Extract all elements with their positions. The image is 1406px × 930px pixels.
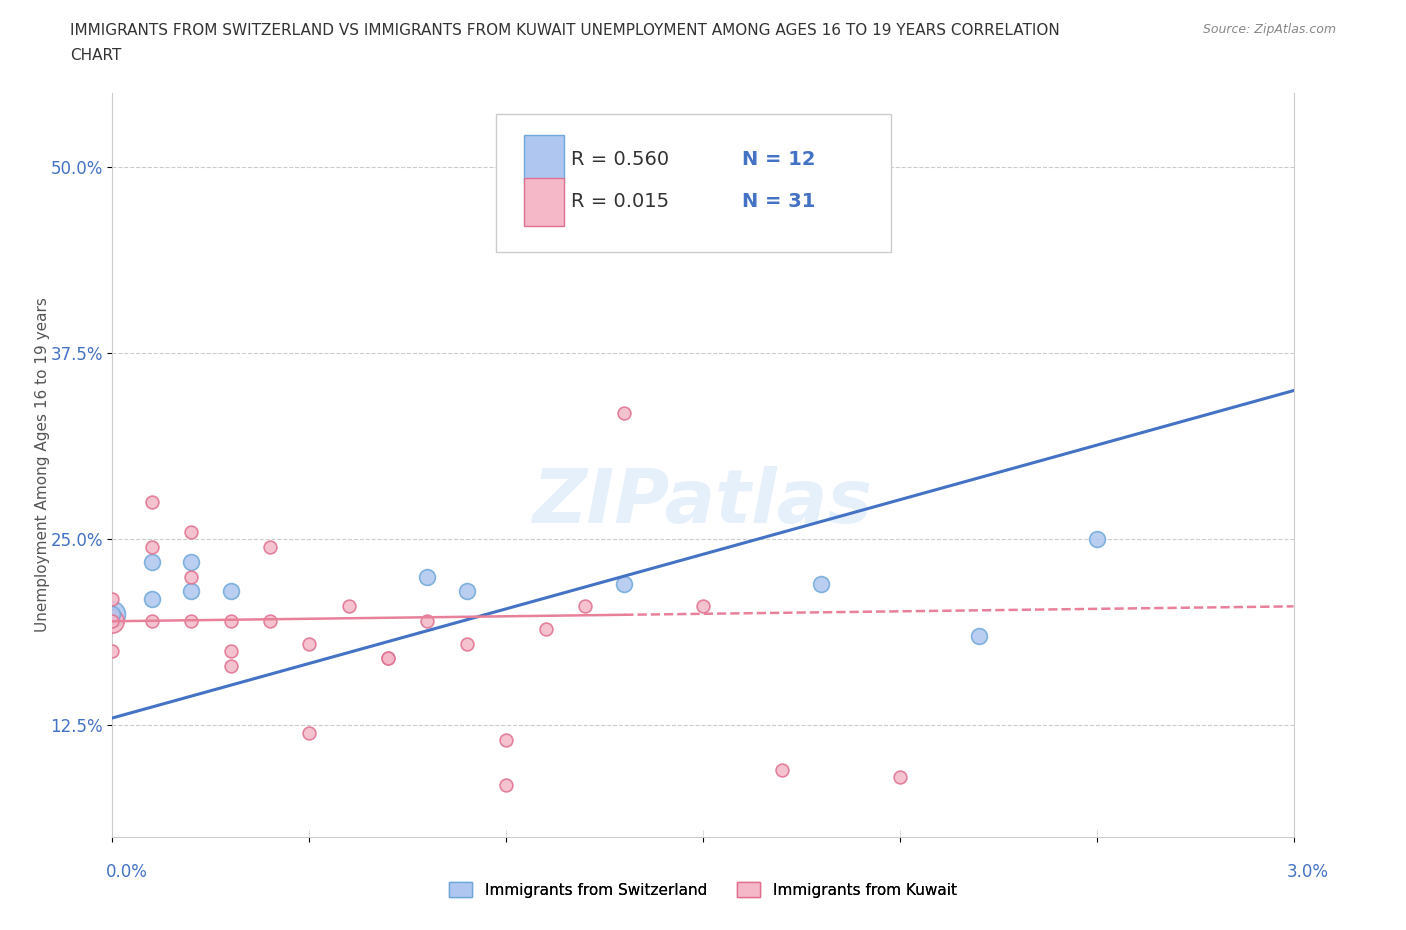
Point (337, 599, 360, 614)
Text: 3.0%: 3.0% (1286, 863, 1329, 882)
Legend: Immigrants from Switzerland, Immigrants from Kuwait: Immigrants from Switzerland, Immigrants … (443, 875, 963, 904)
Point (456, 636, 478, 651)
Text: N = 12: N = 12 (742, 150, 815, 168)
Point (180, 584, 202, 599)
Point (810, 577, 832, 591)
Point (259, 539, 281, 554)
Point (613, 405, 636, 420)
Point (416, 614, 439, 629)
Point (101, 591, 124, 606)
Point (889, 770, 911, 785)
Text: IMMIGRANTS FROM SWITZERLAND VS IMMIGRANTS FROM KUWAIT UNEMPLOYMENT AMONG AGES 16: IMMIGRANTS FROM SWITZERLAND VS IMMIGRANT… (70, 23, 1060, 38)
Text: CHART: CHART (70, 48, 122, 63)
Text: ZIPatlas: ZIPatlas (533, 466, 873, 538)
Point (298, 725, 321, 740)
Point (101, 606, 124, 621)
Point (141, 539, 163, 554)
Text: R = 0.015: R = 0.015 (571, 193, 669, 211)
Point (141, 614, 163, 629)
Point (141, 495, 163, 510)
Point (456, 584, 478, 599)
Point (180, 525, 202, 539)
Point (219, 644, 242, 658)
Point (219, 658, 242, 673)
Point (495, 733, 517, 748)
Point (692, 599, 714, 614)
Point (101, 644, 124, 658)
Text: Unemployment Among Ages 16 to 19 years: Unemployment Among Ages 16 to 19 years (35, 298, 49, 632)
Point (377, 651, 399, 666)
Point (534, 621, 557, 636)
Point (495, 777, 517, 792)
Text: N = 31: N = 31 (742, 193, 815, 211)
Point (141, 591, 163, 606)
Point (298, 636, 321, 651)
Text: Source: ZipAtlas.com: Source: ZipAtlas.com (1202, 23, 1336, 36)
Point (219, 614, 242, 629)
Point (1085, 532, 1108, 547)
Point (613, 577, 636, 591)
Point (180, 614, 202, 629)
Point (141, 554, 163, 569)
Point (219, 584, 242, 599)
Text: R = 0.560: R = 0.560 (571, 150, 669, 168)
Point (377, 651, 399, 666)
Text: 0.0%: 0.0% (105, 863, 148, 882)
Point (770, 763, 793, 777)
Point (574, 599, 596, 614)
Point (180, 569, 202, 584)
Point (180, 554, 202, 569)
Point (101, 606, 124, 621)
Point (101, 614, 124, 629)
Point (416, 569, 439, 584)
Point (967, 629, 990, 644)
Point (101, 614, 124, 629)
Point (259, 614, 281, 629)
